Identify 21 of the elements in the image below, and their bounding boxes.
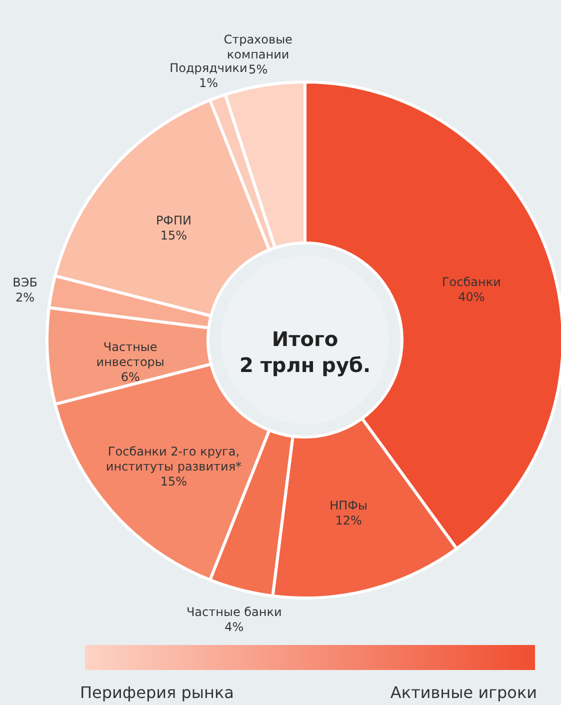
data-label: 1% <box>198 76 218 90</box>
data-label: 15% <box>160 474 188 489</box>
slice-label: Частные инвесторы <box>96 340 164 369</box>
text: Итого 2 трлн руб. <box>239 327 371 377</box>
data-label: 40% <box>458 290 485 304</box>
slice-label: ВЭБ <box>12 276 38 290</box>
text: Активные игроки <box>390 683 537 702</box>
text: Периферия рынка <box>80 683 234 702</box>
slice-label: Госбанки <box>442 274 501 289</box>
data-label: 15% <box>160 228 188 242</box>
data-label: 6% <box>120 370 140 384</box>
slice-label: Госбанки 2-го круга, институты развития* <box>106 444 242 474</box>
slice-label: Страховые компании <box>224 32 292 62</box>
slice-label: Подрядчики <box>170 60 248 75</box>
slice-label: Частные банки <box>186 605 282 620</box>
data-label: 5% <box>248 62 268 77</box>
data-label: 2% <box>16 290 35 305</box>
slice-label: НПФы <box>330 498 368 512</box>
data-label: 12% <box>335 514 362 528</box>
slice-label: РФПИ <box>156 213 192 228</box>
data-label: 4% <box>224 620 244 634</box>
